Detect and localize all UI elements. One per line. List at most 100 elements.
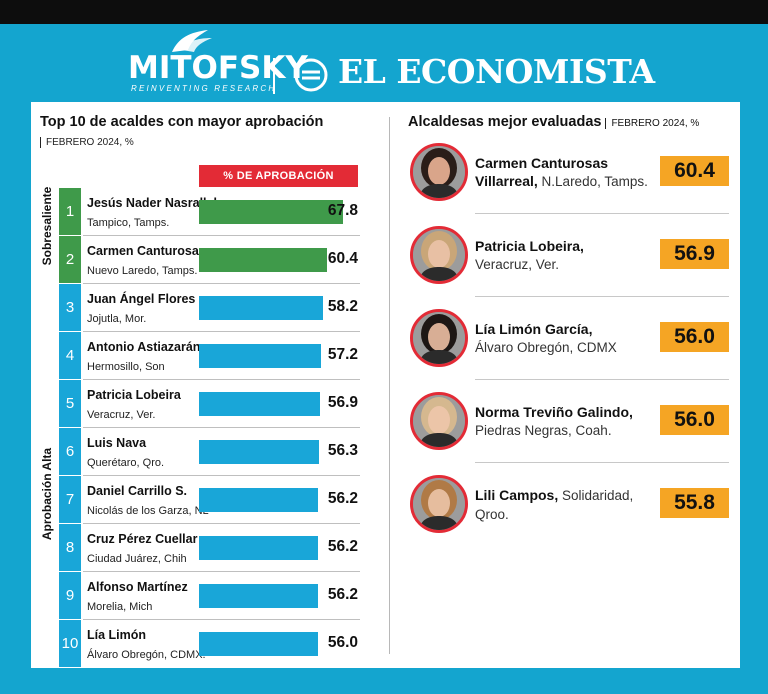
approval-value: 56.9 xyxy=(327,394,358,411)
chart-title: Top 10 de acaldes con mayor aprobación xyxy=(40,114,324,130)
alcaldesa-name: Patricia Lobeira, Veracruz, Ver. xyxy=(475,237,584,274)
approval-value: 56.0 xyxy=(327,634,358,651)
mayor-name: Daniel Carrillo S. xyxy=(87,484,188,498)
mayor-name: Carmen Canturosas xyxy=(87,244,206,258)
approval-bar xyxy=(199,440,319,464)
rank-cell: 3 xyxy=(59,284,81,331)
alcaldesa-name: Lili Campos, Solidaridad, Qroo. xyxy=(475,486,633,524)
alcaldesa-value: 56.9 xyxy=(660,239,729,269)
row-separator xyxy=(83,619,360,620)
approval-bar xyxy=(199,632,318,656)
mayor-city: Ciudad Juárez, Chih xyxy=(87,553,187,565)
portrait-avatar xyxy=(410,143,468,201)
portrait-icon xyxy=(413,395,465,447)
approval-value: 56.2 xyxy=(327,490,358,507)
approval-value: 56.2 xyxy=(327,586,358,603)
alcaldesa-name: Lía Limón García, Álvaro Obregón, CDMX xyxy=(475,320,617,357)
alcaldesa-place-inline: Solidaridad, xyxy=(558,488,634,503)
rank-cell: 9 xyxy=(59,572,81,619)
alcaldesa-place: Qroo. xyxy=(475,507,509,522)
right-title: Alcaldesas mejor evaluadas FEBRERO 2024, … xyxy=(408,114,700,130)
portrait-avatar xyxy=(410,392,468,450)
chart-subtitle: FEBRERO 2024, % xyxy=(40,137,134,148)
mayor-name: Jesús Nader Nasrallah xyxy=(87,196,222,210)
rank-cell: 8 xyxy=(59,524,81,571)
approval-value: 60.4 xyxy=(327,250,358,267)
alcaldesa-value: 56.0 xyxy=(660,405,729,435)
portrait-icon xyxy=(413,229,465,281)
row-separator xyxy=(83,235,360,236)
alcaldesa-place: Veracruz, Ver. xyxy=(475,257,560,272)
alcaldesa-place: N.Laredo, Tamps. xyxy=(537,174,648,189)
group-label-aprobacion-alta: Aprobación Alta xyxy=(40,447,54,541)
list-separator xyxy=(475,379,729,380)
row-separator xyxy=(83,379,360,380)
mayor-name: Luis Nava xyxy=(87,436,147,450)
alcaldesa-name: Norma Treviño Galindo, Piedras Negras, Co… xyxy=(475,403,633,440)
portrait-icon xyxy=(413,146,465,198)
alcaldesa-place: Álvaro Obregón, CDMX xyxy=(475,340,617,355)
mitofsky-tagline: REINVENTING RESEARCH xyxy=(131,84,277,93)
mayor-name: Lía Limón xyxy=(87,628,147,642)
alcaldesa-name-text: Carmen Canturosas xyxy=(475,155,609,171)
mayor-name: Alfonso Martínez xyxy=(87,580,188,594)
rank-cell: 10 xyxy=(59,620,81,667)
top-black-bar xyxy=(0,0,768,24)
row-separator xyxy=(83,571,360,572)
mayor-name: Patricia Lobeira xyxy=(87,388,181,402)
mayor-city: Tampico, Tamps. xyxy=(87,217,170,229)
mitofsky-logo: MITOFSKY xyxy=(128,50,308,86)
approval-bar xyxy=(199,248,328,272)
rank-cell: 1 xyxy=(59,188,81,235)
rank-cell: 7 xyxy=(59,476,81,523)
alcaldesa-name-line2: Villarreal, xyxy=(475,173,538,189)
approval-value: 58.2 xyxy=(327,298,358,315)
portrait-icon xyxy=(413,478,465,530)
header: MITOFSKY REINVENTING RESEARCH EL ECONOMI… xyxy=(0,24,768,102)
mayor-city: Querétaro, Qro. xyxy=(87,457,165,469)
row-separator xyxy=(83,331,360,332)
rank-cell: 5 xyxy=(59,380,81,427)
mayor-name: Juan Ángel Flores xyxy=(87,292,196,306)
alcaldesa-value: 60.4 xyxy=(660,156,729,186)
alcaldesa-value: 55.8 xyxy=(660,488,729,518)
approval-bar xyxy=(199,488,319,512)
mayor-city: Hermosillo, Son xyxy=(87,361,165,373)
alcaldesa-name-text: Patricia Lobeira, xyxy=(475,238,584,254)
approval-bar xyxy=(199,344,321,368)
mayor-city: Álvaro Obregón, CDMX. xyxy=(87,649,206,661)
approval-bar xyxy=(199,536,319,560)
el-economista-globe-icon xyxy=(294,58,328,92)
right-subtitle: FEBRERO 2024, % xyxy=(605,118,700,129)
mayor-city: Jojutla, Mor. xyxy=(87,313,147,325)
alcaldesa-name: Carmen Canturosas Villarreal, N.Laredo, T… xyxy=(475,154,648,191)
panel-divider xyxy=(389,117,390,654)
approval-bar xyxy=(199,296,323,320)
group-label-sobresaliente: Sobresaliente xyxy=(40,186,54,266)
right-title-text: Alcaldesas mejor evaluadas xyxy=(408,114,602,130)
mayor-city: Morelia, Mich xyxy=(87,601,153,613)
mayor-name: Antonio Astiazarán, xyxy=(87,340,204,354)
header-divider xyxy=(273,58,275,94)
mayor-city: Veracruz, Ver. xyxy=(87,409,156,421)
approval-value: 56.3 xyxy=(327,442,358,459)
rank-cell: 4 xyxy=(59,332,81,379)
mayor-name: Cruz Pérez Cuellar xyxy=(87,532,198,546)
alcaldesa-place: Piedras Negras, Coah. xyxy=(475,423,612,438)
row-separator xyxy=(83,283,360,284)
approval-value: 56.2 xyxy=(327,538,358,555)
legend-approval: % DE APROBACIÓN xyxy=(199,165,358,187)
portrait-icon xyxy=(413,312,465,364)
list-separator xyxy=(475,296,729,297)
approval-bar xyxy=(199,392,320,416)
portrait-avatar xyxy=(410,309,468,367)
portrait-avatar xyxy=(410,475,468,533)
approval-bar xyxy=(199,200,344,224)
alcaldesa-name-text: Norma Treviño Galindo, xyxy=(475,404,633,420)
mayor-city: Nicolás de los Garza, NL xyxy=(87,505,209,517)
row-separator xyxy=(83,523,360,524)
rank-cell: 6 xyxy=(59,428,81,475)
alcaldesa-name-text: Lili Campos, xyxy=(475,487,559,503)
row-separator xyxy=(83,427,360,428)
approval-value: 67.8 xyxy=(327,202,358,219)
